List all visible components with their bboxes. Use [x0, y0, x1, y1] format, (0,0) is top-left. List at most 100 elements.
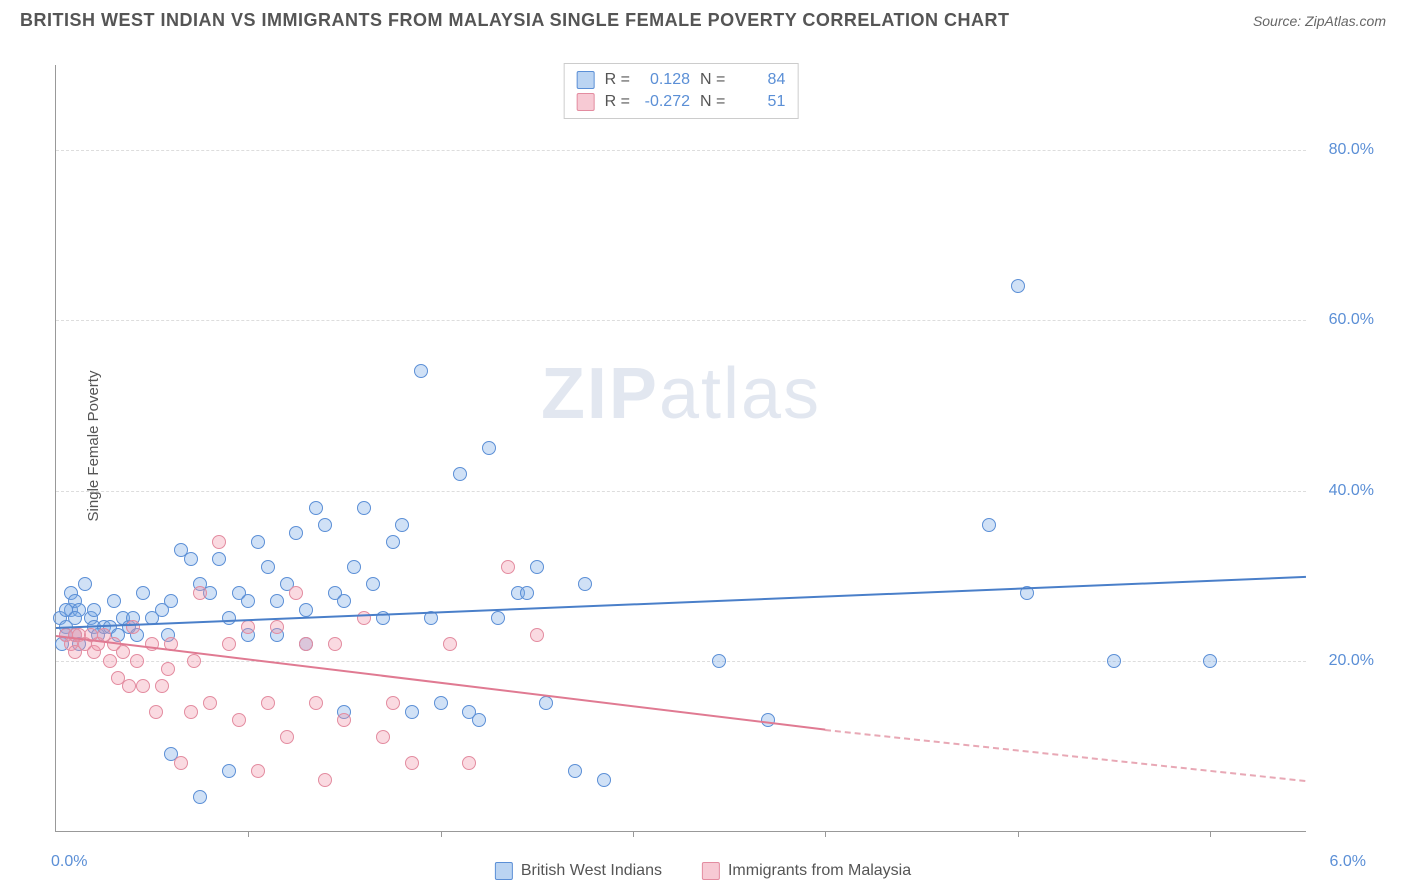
swatch-blue-icon [577, 71, 595, 89]
scatter-point [578, 577, 592, 591]
source-attribution: Source: ZipAtlas.com [1253, 13, 1386, 29]
grid-line [56, 491, 1306, 492]
scatter-point [520, 586, 534, 600]
scatter-point [472, 713, 486, 727]
scatter-point [280, 730, 294, 744]
scatter-point [453, 467, 467, 481]
x-axis-max-label: 6.0% [1330, 853, 1366, 871]
scatter-point [337, 713, 351, 727]
scatter-point [434, 696, 448, 710]
scatter-point [193, 586, 207, 600]
scatter-point [597, 773, 611, 787]
scatter-point [184, 552, 198, 566]
y-tick-label: 20.0% [1329, 652, 1374, 670]
scatter-point [184, 705, 198, 719]
scatter-point [149, 705, 163, 719]
scatter-point [712, 654, 726, 668]
watermark: ZIPatlas [541, 353, 821, 435]
stats-legend-box: R = 0.128 N = 84 R = -0.272 N = 51 [564, 63, 799, 119]
scatter-point [299, 603, 313, 617]
bottom-legend: British West Indians Immigrants from Mal… [495, 862, 911, 880]
grid-line [56, 150, 1306, 151]
scatter-point [161, 662, 175, 676]
scatter-point [530, 628, 544, 642]
scatter-point [212, 535, 226, 549]
scatter-chart: ZIPatlas R = 0.128 N = 84 R = -0.272 N =… [55, 65, 1306, 832]
trend-line [825, 729, 1306, 782]
legend-item-1: British West Indians [495, 862, 662, 880]
scatter-point [251, 535, 265, 549]
n-value-1: 84 [735, 71, 785, 89]
x-tick [441, 831, 442, 837]
scatter-point [232, 713, 246, 727]
scatter-point [318, 773, 332, 787]
grid-line [56, 320, 1306, 321]
scatter-point [251, 764, 265, 778]
scatter-point [386, 696, 400, 710]
scatter-point [261, 696, 275, 710]
scatter-point [126, 620, 140, 634]
scatter-point [539, 696, 553, 710]
scatter-point [107, 594, 121, 608]
scatter-point [386, 535, 400, 549]
y-tick-label: 40.0% [1329, 482, 1374, 500]
scatter-point [482, 441, 496, 455]
scatter-point [289, 526, 303, 540]
x-tick [1210, 831, 1211, 837]
chart-title: BRITISH WEST INDIAN VS IMMIGRANTS FROM M… [20, 10, 1010, 31]
legend-swatch-blue-icon [495, 862, 513, 880]
scatter-point [443, 637, 457, 651]
scatter-point [568, 764, 582, 778]
scatter-point [270, 620, 284, 634]
scatter-point [174, 756, 188, 770]
scatter-point [212, 552, 226, 566]
n-value-2: 51 [735, 93, 785, 111]
scatter-point [1107, 654, 1121, 668]
x-tick [1018, 831, 1019, 837]
stats-row-series1: R = 0.128 N = 84 [577, 69, 786, 91]
x-axis-min-label: 0.0% [51, 853, 87, 871]
scatter-point [130, 654, 144, 668]
legend-swatch-pink-icon [702, 862, 720, 880]
scatter-point [155, 679, 169, 693]
scatter-point [318, 518, 332, 532]
scatter-point [491, 611, 505, 625]
scatter-point [357, 501, 371, 515]
scatter-point [376, 730, 390, 744]
scatter-point [78, 577, 92, 591]
scatter-point [405, 705, 419, 719]
scatter-point [299, 637, 313, 651]
x-tick [825, 831, 826, 837]
scatter-point [122, 679, 136, 693]
scatter-point [309, 696, 323, 710]
scatter-point [187, 654, 201, 668]
scatter-point [1203, 654, 1217, 668]
trend-line [56, 635, 825, 731]
scatter-point [241, 594, 255, 608]
scatter-point [405, 756, 419, 770]
scatter-point [395, 518, 409, 532]
scatter-point [222, 637, 236, 651]
y-tick-label: 60.0% [1329, 311, 1374, 329]
scatter-point [103, 654, 117, 668]
scatter-point [414, 364, 428, 378]
scatter-point [222, 611, 236, 625]
scatter-point [203, 696, 217, 710]
scatter-point [337, 594, 351, 608]
scatter-point [136, 679, 150, 693]
scatter-point [241, 620, 255, 634]
scatter-point [501, 560, 515, 574]
scatter-point [347, 560, 361, 574]
x-tick [633, 831, 634, 837]
y-tick-label: 80.0% [1329, 141, 1374, 159]
scatter-point [164, 594, 178, 608]
scatter-point [328, 637, 342, 651]
scatter-point [193, 790, 207, 804]
scatter-point [982, 518, 996, 532]
scatter-point [462, 756, 476, 770]
r-value-1: 0.128 [640, 71, 690, 89]
scatter-point [116, 645, 130, 659]
legend-item-2: Immigrants from Malaysia [702, 862, 911, 880]
scatter-point [530, 560, 544, 574]
scatter-point [222, 764, 236, 778]
